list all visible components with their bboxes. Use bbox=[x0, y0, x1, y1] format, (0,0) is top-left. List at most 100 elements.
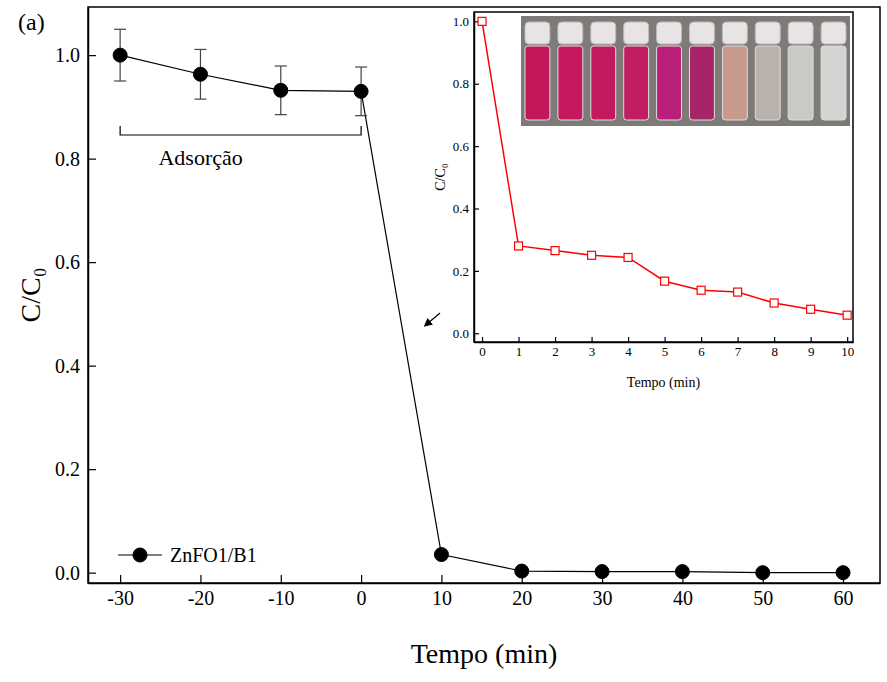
error-cap bbox=[275, 114, 287, 115]
marker bbox=[113, 48, 127, 62]
tick: 0.8 bbox=[453, 76, 479, 91]
tick-mark bbox=[120, 575, 121, 583]
tick: 9 bbox=[808, 337, 815, 359]
tick-label: 50 bbox=[753, 587, 773, 609]
tick-label: 1.0 bbox=[453, 14, 469, 29]
series-line bbox=[482, 21, 847, 315]
tick-label: 0.0 bbox=[453, 326, 469, 341]
marker bbox=[515, 564, 529, 578]
tick: 1.0 bbox=[55, 44, 96, 66]
marker bbox=[697, 286, 705, 294]
vial bbox=[624, 46, 649, 120]
tick: 0.2 bbox=[453, 264, 479, 279]
x-axis-title: Tempo (min) bbox=[411, 638, 558, 669]
bracket bbox=[120, 126, 361, 135]
plot-frame bbox=[474, 12, 853, 342]
tick-label: 30 bbox=[593, 587, 613, 609]
tick-label: 5 bbox=[662, 344, 669, 359]
tick-label: -30 bbox=[107, 587, 134, 609]
legend-marker bbox=[133, 548, 147, 562]
vial bbox=[525, 46, 550, 120]
error-cap bbox=[355, 66, 367, 67]
tick-mark bbox=[88, 469, 96, 470]
tick-label: 0.2 bbox=[453, 264, 469, 279]
marker bbox=[434, 548, 448, 562]
tick: 4 bbox=[625, 337, 632, 359]
tick: 30 bbox=[593, 575, 613, 609]
marker bbox=[756, 566, 770, 580]
error-cap bbox=[114, 29, 126, 30]
tick-label: 0.2 bbox=[55, 458, 80, 480]
panel-label: (a) bbox=[18, 9, 45, 35]
tick-label: 0.0 bbox=[55, 562, 80, 584]
marker bbox=[551, 247, 559, 255]
tick: 0.0 bbox=[55, 562, 96, 584]
marker bbox=[624, 253, 632, 261]
legend-label: ZnFO1/B1 bbox=[170, 544, 257, 566]
plot-background bbox=[474, 12, 853, 342]
tick-mark bbox=[200, 575, 201, 583]
tick-mark bbox=[281, 575, 282, 583]
vial-cap bbox=[755, 22, 780, 44]
vial bbox=[657, 46, 682, 120]
plot-frame bbox=[88, 7, 880, 583]
tick-label: 8 bbox=[771, 344, 778, 359]
tick: 7 bbox=[735, 337, 742, 359]
tick-label: 0.4 bbox=[453, 201, 470, 216]
x-axis-title: Tempo (min) bbox=[627, 375, 701, 391]
tick: 0.2 bbox=[55, 458, 96, 480]
tick-mark bbox=[361, 575, 362, 583]
tick-label: 6 bbox=[698, 344, 705, 359]
tick: 6 bbox=[698, 337, 705, 359]
tick: 10 bbox=[841, 337, 854, 359]
vial-cap bbox=[624, 22, 649, 44]
tick: 0.6 bbox=[55, 251, 96, 273]
marker bbox=[661, 277, 669, 285]
chart-0: -30-20-1001020304050600.00.20.40.60.81.0… bbox=[15, 7, 881, 669]
tick-label: 3 bbox=[589, 344, 596, 359]
error-cap bbox=[194, 49, 206, 50]
tick: -10 bbox=[268, 575, 295, 609]
figure: -30-20-1001020304050600.00.20.40.60.81.0… bbox=[0, 0, 887, 682]
tick-label: 4 bbox=[625, 344, 632, 359]
vial bbox=[558, 46, 583, 120]
tick-mark bbox=[88, 55, 96, 56]
error-bar bbox=[355, 67, 367, 116]
marker bbox=[354, 84, 368, 98]
y-axis: 0.0 0.2 0.4 0.6 0.8 1.0 bbox=[453, 13, 479, 343]
legend-entry: ZnFO1/B1 bbox=[118, 544, 257, 566]
tick: 0.6 bbox=[453, 139, 479, 154]
tick-mark bbox=[441, 575, 442, 583]
tick-label: 0 bbox=[479, 344, 486, 359]
tick: 0.4 bbox=[55, 355, 96, 377]
tick-label: -10 bbox=[268, 587, 295, 609]
marker bbox=[675, 565, 689, 579]
chart-1: 0123456789100.00.20.40.60.81.0Tempo (min… bbox=[433, 12, 854, 391]
marker bbox=[843, 311, 851, 319]
tick-label: 0 bbox=[357, 587, 367, 609]
tick-label: 0.6 bbox=[55, 251, 80, 273]
tick: 0 bbox=[479, 337, 486, 359]
tick-mark bbox=[88, 573, 96, 574]
annotation-label: Adsorção bbox=[158, 145, 242, 170]
error-cap bbox=[114, 80, 126, 81]
tick: 5 bbox=[662, 337, 669, 359]
vial bbox=[821, 46, 846, 120]
error-bar bbox=[275, 66, 287, 115]
x-axis: -30-20-100102030405060 bbox=[89, 575, 881, 609]
tick-mark bbox=[88, 366, 96, 367]
tick-label: 10 bbox=[432, 587, 452, 609]
vial-cap bbox=[722, 22, 747, 44]
annotation: Adsorção bbox=[120, 126, 361, 170]
tick: 1 bbox=[516, 337, 523, 359]
error-cap bbox=[275, 65, 287, 66]
error-bar bbox=[114, 29, 126, 81]
y-axis: 0.0 0.2 0.4 0.6 0.8 1.0 bbox=[55, 8, 96, 584]
marker bbox=[595, 565, 609, 579]
tick: 40 bbox=[673, 575, 693, 609]
y-axis-title: C/C₀ bbox=[433, 163, 448, 191]
tick: 0.8 bbox=[55, 148, 96, 170]
marker bbox=[193, 67, 207, 81]
vial-cap bbox=[690, 22, 715, 44]
marker bbox=[807, 305, 815, 313]
